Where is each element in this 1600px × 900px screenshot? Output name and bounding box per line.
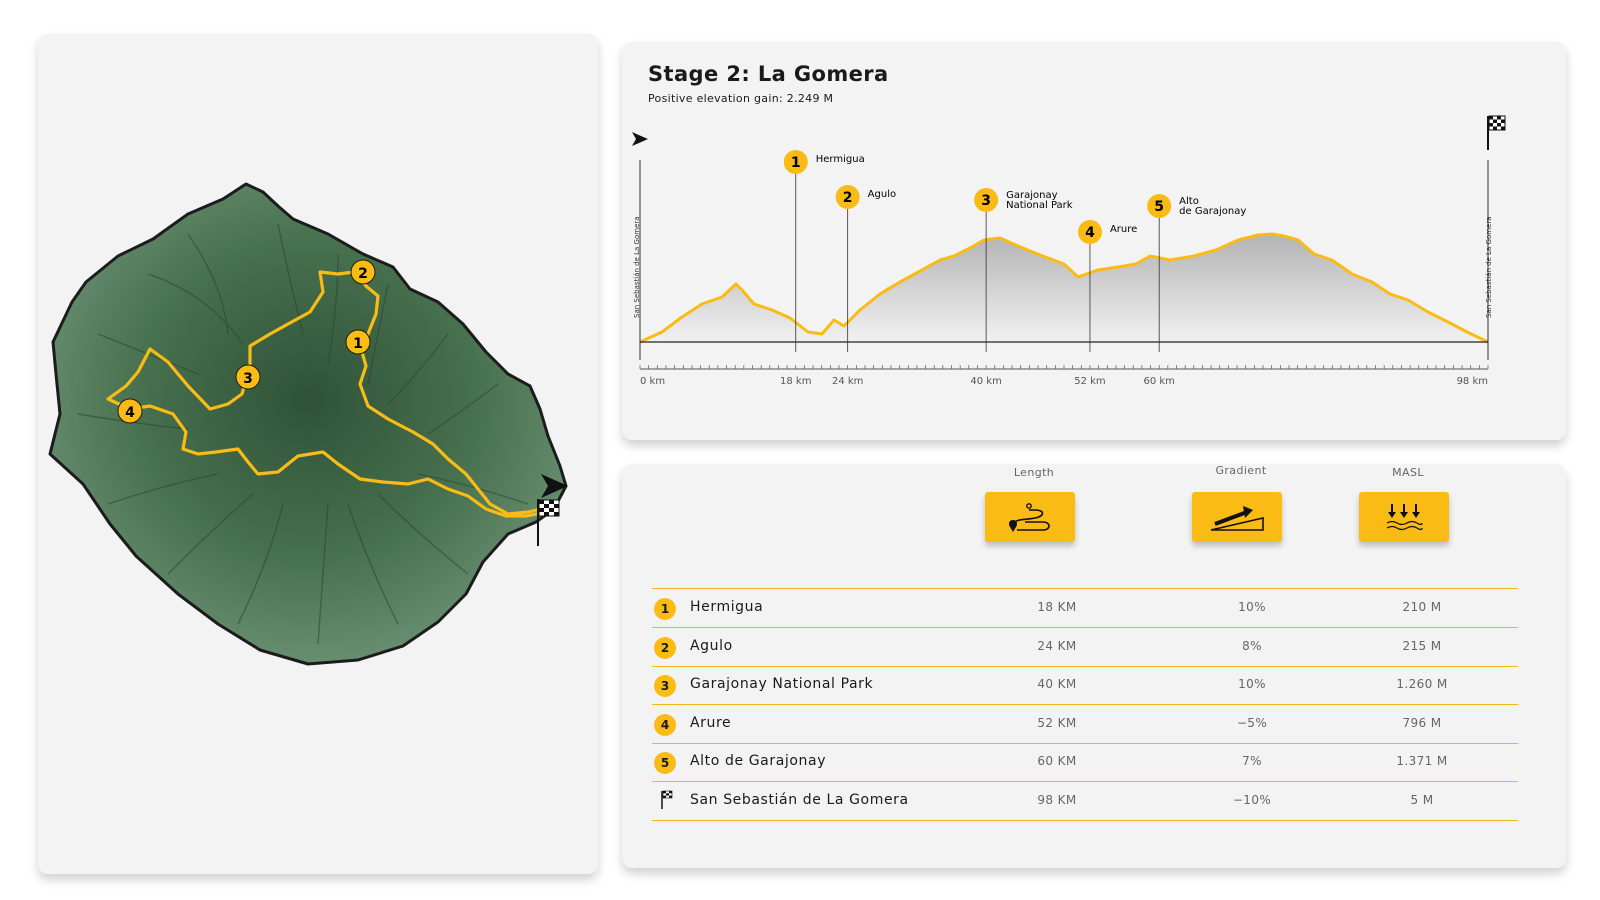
waypoint-number-badge: 5 (654, 752, 676, 774)
end-location-label: San Sebastián de La Gomera (1485, 216, 1493, 318)
svg-text:1: 1 (353, 336, 363, 352)
map-marker-1[interactable]: 1 (345, 329, 371, 355)
profile-marker-2[interactable]: 2 Agulo (835, 185, 896, 352)
waypoint-gradient: 7% (1242, 754, 1262, 768)
waypoint-name: Agulo (690, 637, 733, 654)
svg-text:4: 4 (125, 405, 135, 421)
waypoint-masl: 1.260 M (1396, 677, 1448, 691)
km-tick-label: 18 km (780, 376, 811, 387)
table-row[interactable]: 3 Garajonay National Park 40 KM 10% 1.260 M (652, 666, 1518, 705)
masl-header: MASL (1392, 466, 1424, 479)
table-row[interactable]: 5 Alto de Garajonay 60 KM 7% 1.371 M (652, 743, 1518, 782)
route-line (106, 270, 548, 518)
profile-marker-label: Garajonay (1006, 190, 1057, 201)
gradient-slope-icon (1192, 492, 1282, 542)
waypoint-name: Hermigua (690, 599, 764, 615)
svg-text:3: 3 (243, 371, 253, 387)
table-row[interactable]: San Sebastián de La Gomera 98 KM −10% 5 M (652, 782, 1518, 821)
profile-marker-label: de Garajonay (1179, 206, 1246, 217)
profile-marker-number: 5 (1154, 199, 1164, 215)
profile-marker-number: 2 (843, 190, 853, 206)
waypoint-length: 52 KM (1037, 715, 1077, 730)
waypoint-gradient: 10% (1238, 677, 1266, 691)
profile-marker-4[interactable]: 4 Arure (1077, 220, 1137, 352)
waypoint-name: San Sebastián de La Gomera (690, 791, 909, 808)
profile-marker-number: 1 (791, 155, 801, 171)
waypoint-length: 24 KM (1037, 638, 1077, 653)
waypoint-length: 18 KM (1037, 600, 1077, 614)
map-marker-2[interactable]: 2 (350, 259, 376, 285)
waypoint-length: 60 KM (1037, 754, 1077, 768)
waypoint-number-badge: 1 (654, 598, 676, 620)
finish-flag-icon (661, 790, 673, 809)
elevation-gain: Positive elevation gain: 2.249 M (648, 92, 834, 105)
waypoint-number-badge: 3 (654, 675, 676, 697)
profile-marker-1[interactable]: 1 Hermigua (783, 150, 865, 352)
island-map: 2 1 3 4 (48, 182, 568, 666)
route-length-icon (985, 492, 1075, 542)
stage-title: Stage 2: La Gomera (648, 62, 889, 86)
waypoint-masl: 215 M (1402, 638, 1442, 653)
km-tick-label: 60 km (1143, 376, 1174, 387)
km-tick-label: 52 km (1074, 376, 1105, 387)
sea-level-icon (1359, 492, 1449, 542)
terrain-texture (77, 223, 529, 645)
profile-marker-number: 4 (1085, 225, 1095, 241)
waypoint-number-badge: 4 (654, 713, 676, 736)
svg-text:2: 2 (358, 266, 368, 282)
length-header: Length (1013, 466, 1055, 479)
profile-marker-label: Alto (1179, 196, 1199, 207)
elevation-profile: 0 km 18 km 24 km 40 km 52 km 60 km 98 km San S… (632, 115, 1506, 387)
profile-marker-label: Hermigua (816, 154, 865, 165)
profile-marker-label: Agulo (868, 189, 896, 200)
map-marker-4[interactable]: 4 (117, 398, 143, 424)
map-marker-3[interactable]: 3 (235, 364, 261, 390)
table-row[interactable]: 2 Agulo 24 KM 8% 215 M (652, 628, 1518, 667)
elevation-line (639, 232, 1489, 344)
start-arrow-icon (541, 474, 568, 498)
waypoint-length: 40 KM (1037, 677, 1077, 691)
elevation-profile-card: Stage 2: La Gomera Positive elevation ga… (622, 42, 1566, 440)
waypoint-number-badge: 2 (654, 636, 676, 659)
waypoint-masl: 796 M (1402, 715, 1442, 730)
waypoint-masl: 1.371 M (1396, 754, 1448, 768)
km-tick-label: 40 km (970, 376, 1001, 387)
waypoint-masl: 5 M (1410, 792, 1434, 807)
km-tick-label: 24 km (832, 376, 863, 387)
elevation-fill (640, 234, 1488, 345)
waypoint-table-card: Length Gradient MASL 1 Hermigua 18 KM 10 (622, 464, 1566, 868)
start-location-label: San Sebastián de La Gomera (633, 216, 641, 318)
waypoint-name: Alto de Garajonay (690, 753, 827, 769)
table-row[interactable]: 1 Hermigua 18 KM 10% 210 M (652, 589, 1518, 628)
table-row[interactable]: 4 Arure 52 KM −5% 796 M (652, 705, 1518, 744)
waypoint-gradient: 10% (1238, 600, 1266, 614)
km-minor-ticks (639, 365, 1489, 369)
finish-flag-icon (537, 499, 560, 546)
island-shape (48, 182, 568, 666)
gradient-header: Gradient (1215, 464, 1267, 477)
profile-marker-label: National Park (1006, 200, 1073, 211)
map-card: 2 1 3 4 (38, 34, 598, 874)
waypoint-name: Garajonay National Park (690, 676, 874, 692)
km-tick-label: 98 km (1457, 376, 1488, 387)
profile-marker-number: 3 (981, 193, 991, 209)
km-tick-label: 0 km (640, 376, 665, 387)
waypoint-gradient: −10% (1232, 792, 1272, 807)
waypoint-length: 98 KM (1037, 792, 1077, 807)
waypoint-gradient: −5% (1236, 715, 1268, 730)
waypoint-gradient: 8% (1242, 638, 1262, 653)
table-top-rule (652, 588, 1518, 589)
finish-flag-icon (1487, 115, 1506, 150)
waypoint-masl: 210 M (1402, 600, 1442, 614)
waypoint-name: Arure (690, 714, 732, 731)
profile-marker-label: Arure (1110, 224, 1137, 235)
start-arrow-icon (632, 132, 648, 146)
